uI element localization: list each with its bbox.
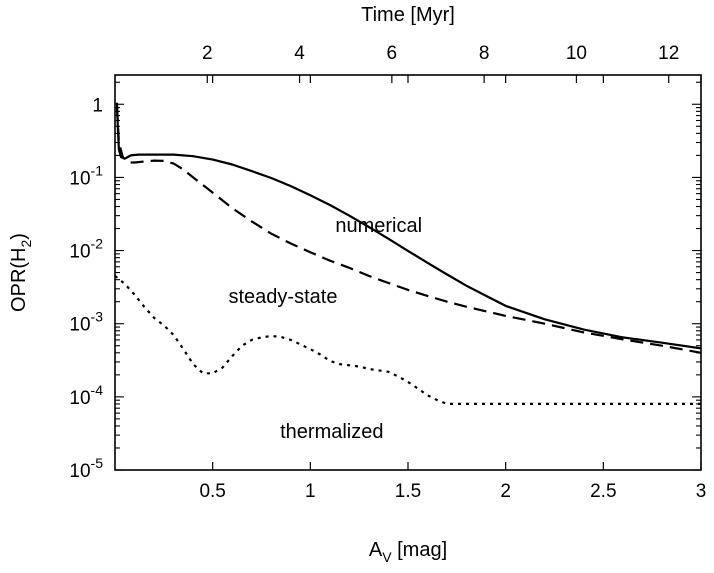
labels-layer: 0.5 1 1.5 2 2.5 3 2 4 6 8 10 12 1 10-1 10-2 10-3 10-4 10-… (8, 4, 706, 565)
x-tick-label: 1 (305, 481, 316, 502)
x-tick-label: 0.5 (199, 481, 225, 502)
annotation-steady-state: steady-state (229, 286, 338, 308)
series-numerical-line (115, 102, 702, 350)
series-thermalized-line (114, 275, 701, 405)
x2-axis-label: Time [Myr] (361, 4, 455, 26)
annotation-numerical: numerical (335, 215, 422, 237)
x-tick-label: 1.5 (395, 481, 421, 502)
x2-tick-label: 12 (658, 43, 679, 64)
y-tick-label: 10-4 (69, 382, 103, 409)
x2-tick-label: 4 (294, 43, 305, 64)
x2-tick-label: 6 (387, 43, 398, 64)
x2-tick-label: 2 (202, 43, 213, 64)
x2-tick-label: 8 (479, 43, 490, 64)
x-tick-label: 2 (500, 481, 511, 502)
plot-frame (114, 74, 702, 471)
annotation-thermalized: thermalized (280, 421, 383, 443)
x-tick-label: 2.5 (590, 481, 616, 502)
x-tick-label: 3 (696, 481, 707, 502)
series-layer (114, 102, 702, 405)
ticks-layer (115, 75, 702, 471)
x2-tick-label: 10 (566, 43, 587, 64)
x-axis-label: AV [mag] (369, 539, 447, 565)
y-tick-label: 10-5 (69, 455, 103, 482)
y-tick-label: 10-1 (69, 162, 103, 189)
y-tick-label: 10-2 (69, 236, 103, 263)
series-steady-state-line (115, 107, 702, 354)
y-tick-label: 1 (92, 95, 103, 116)
y-axis-label: OPR(H2) (8, 233, 34, 312)
y-tick-label: 10-3 (69, 309, 103, 336)
